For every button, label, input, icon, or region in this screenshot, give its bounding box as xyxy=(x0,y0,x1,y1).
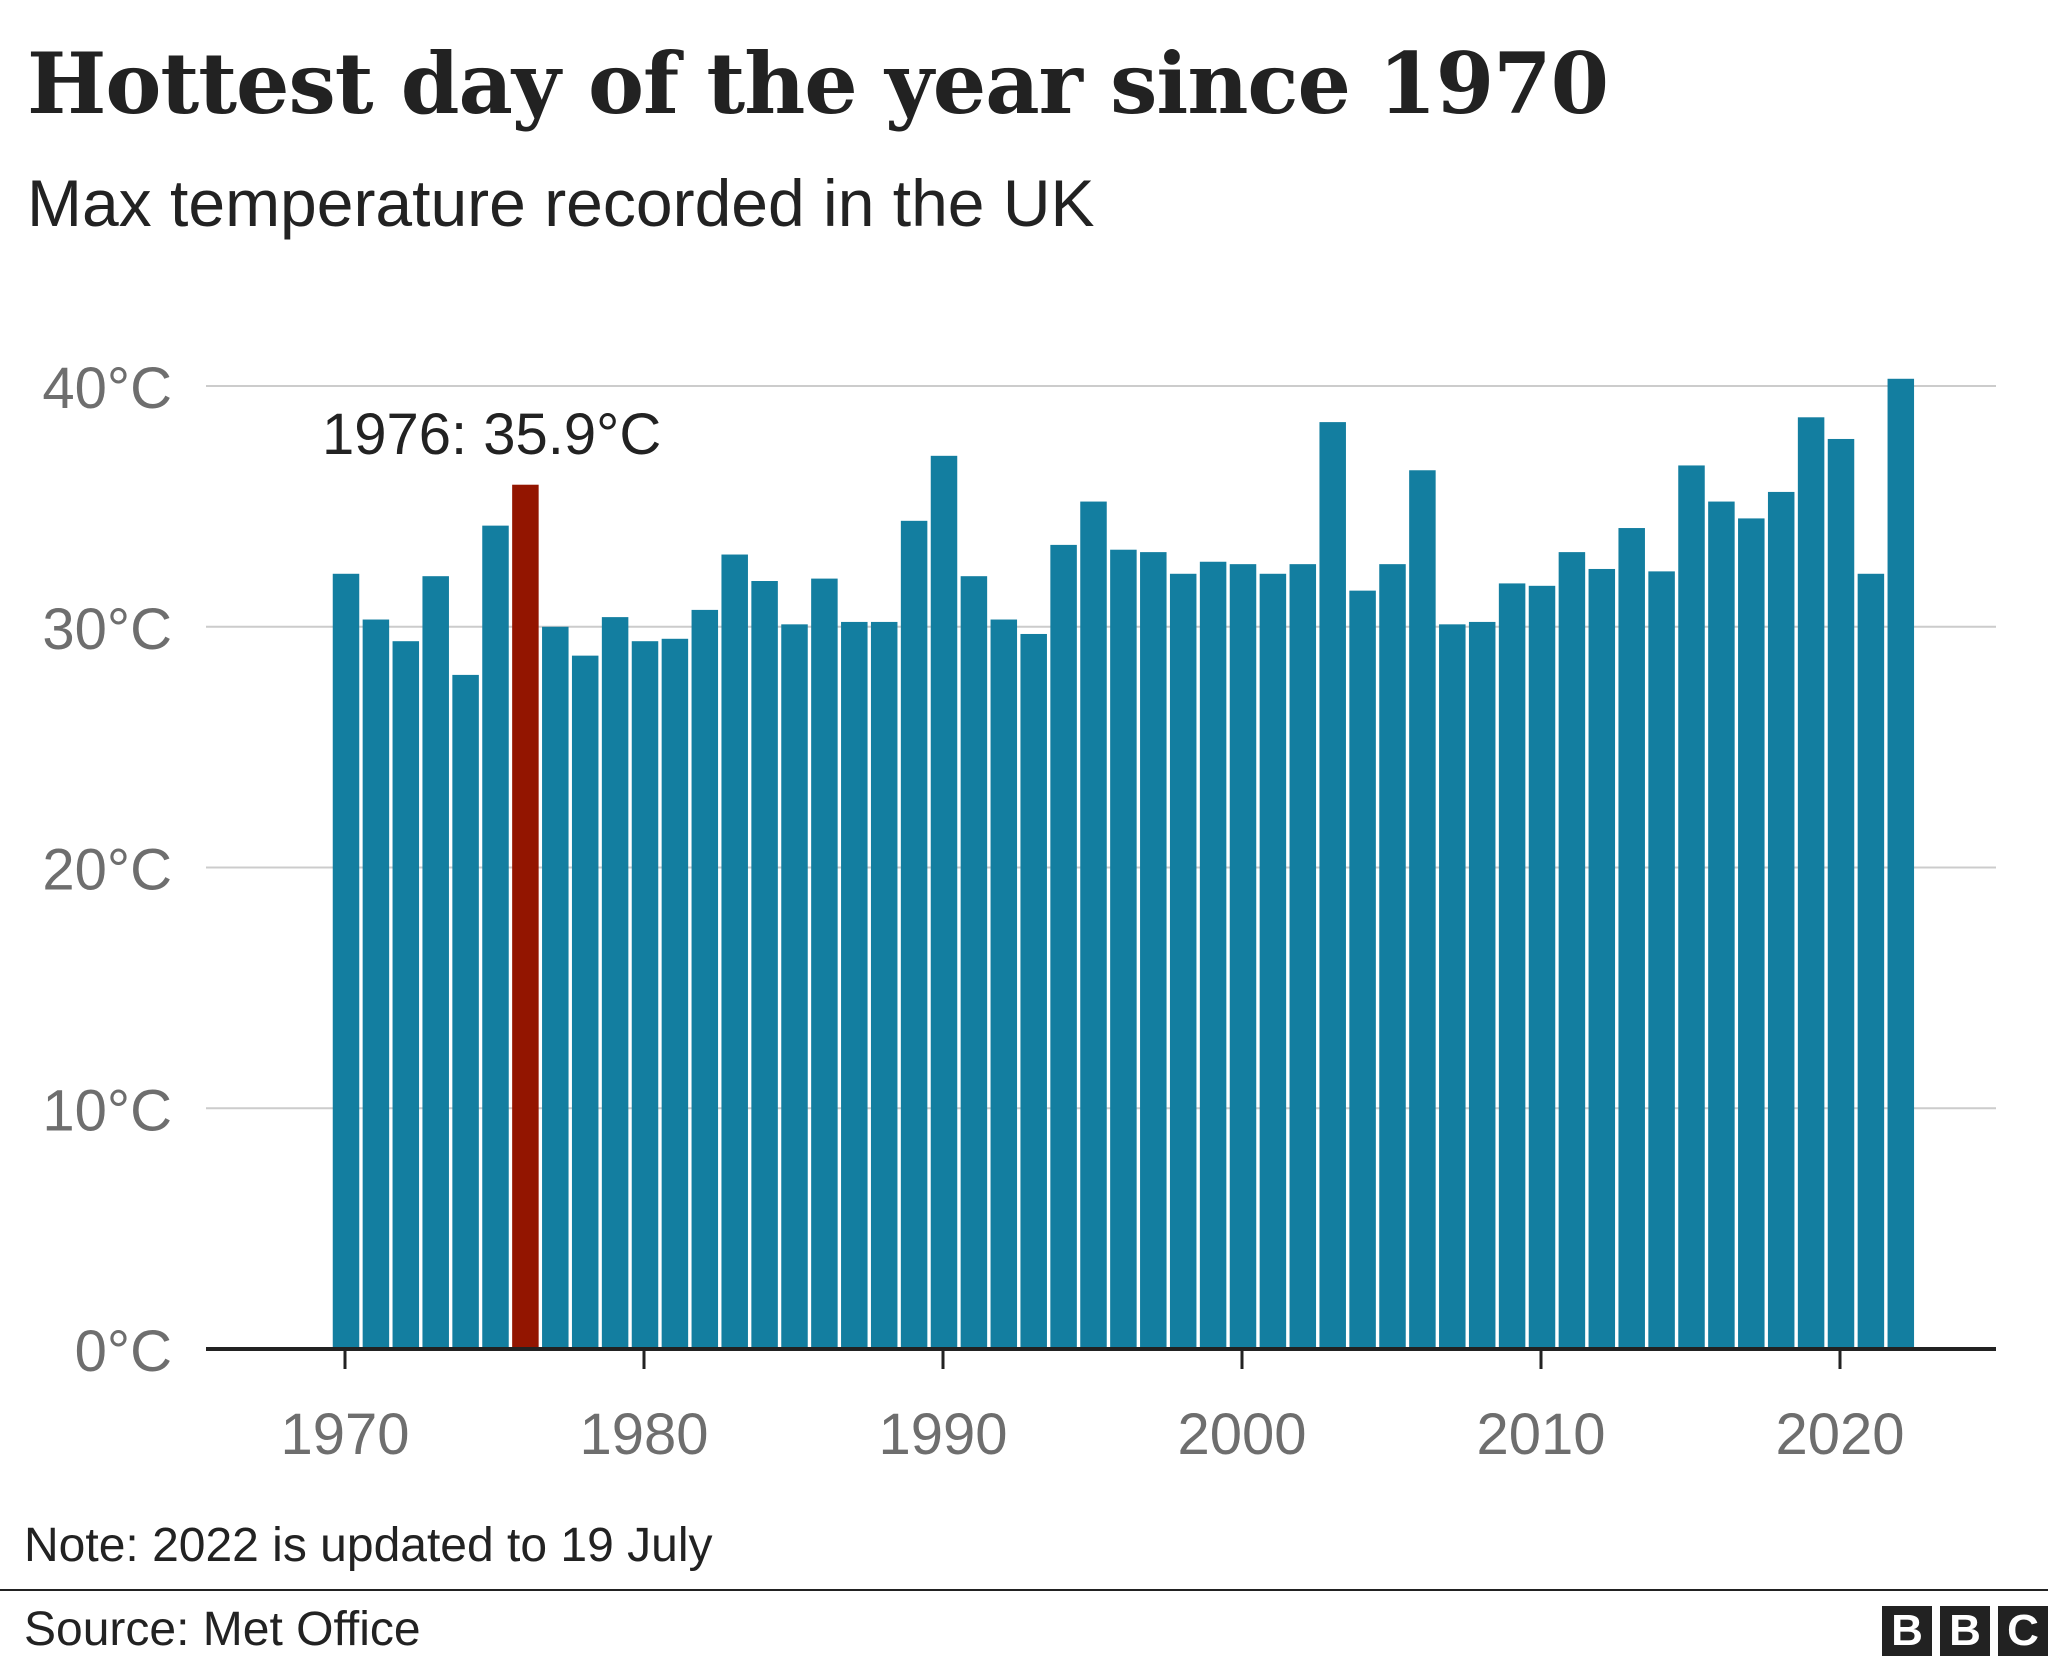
bar xyxy=(1797,417,1825,1349)
bar xyxy=(930,455,958,1349)
bar xyxy=(571,655,599,1349)
highlight-label: 1976: 35.9°C xyxy=(322,402,661,467)
bar xyxy=(392,641,420,1349)
bar xyxy=(1259,573,1287,1349)
bar xyxy=(601,617,629,1349)
bar xyxy=(751,581,778,1349)
bbc-logo: B B C xyxy=(1882,1606,2048,1656)
bar-highlight xyxy=(512,484,539,1350)
bar xyxy=(1767,491,1795,1349)
bar xyxy=(1379,564,1406,1349)
bars xyxy=(332,378,1915,1350)
bar xyxy=(661,638,689,1349)
bar xyxy=(332,573,360,1349)
bar xyxy=(811,578,838,1349)
chart-subtitle: Max temperature recorded in the UK xyxy=(27,166,1095,240)
y-tick-label: 30°C xyxy=(42,597,172,662)
bar xyxy=(1827,438,1855,1350)
x-tick-label: 1980 xyxy=(579,1402,708,1467)
bar xyxy=(1857,573,1885,1349)
bar xyxy=(362,619,390,1349)
y-tick-label: 20°C xyxy=(42,838,172,903)
footer-divider xyxy=(0,1589,2048,1591)
bar-chart: 0°C 10°C 20°C 30°C 40°C 1970 1980 1990 2000 2010 2… xyxy=(42,356,1996,1467)
annotations: 1976: 35.9°C xyxy=(322,402,661,467)
bbc-logo-letter-2: B xyxy=(1940,1606,1990,1656)
bar xyxy=(1558,552,1586,1349)
chart-source: Source: Met Office xyxy=(24,1603,421,1656)
bar xyxy=(1887,378,1915,1349)
y-tick-label: 0°C xyxy=(75,1319,172,1384)
bar xyxy=(781,624,808,1349)
bar xyxy=(631,641,659,1349)
x-tick-label: 1970 xyxy=(280,1402,409,1467)
bar xyxy=(1169,573,1197,1349)
bar xyxy=(1140,552,1167,1349)
bar xyxy=(691,609,719,1349)
y-tick-label: 40°C xyxy=(42,356,172,421)
bar xyxy=(1349,590,1376,1349)
chart-title: Hottest day of the year since 1970 xyxy=(27,34,1609,133)
bar xyxy=(1080,501,1107,1349)
bar xyxy=(960,576,988,1349)
bar xyxy=(1020,633,1047,1349)
bar xyxy=(1528,585,1556,1349)
bar xyxy=(1648,571,1675,1349)
bar xyxy=(1738,518,1765,1349)
y-tick-label: 10°C xyxy=(42,1078,172,1143)
bar xyxy=(990,619,1018,1349)
bar xyxy=(1498,583,1526,1349)
bar xyxy=(1050,544,1077,1349)
x-tick-label: 2010 xyxy=(1476,1402,1605,1467)
bbc-logo-letter-3: C xyxy=(1998,1606,2048,1656)
bar xyxy=(1319,422,1346,1349)
bar xyxy=(1229,564,1257,1349)
bar xyxy=(1678,465,1705,1349)
axes: 0°C 10°C 20°C 30°C 40°C 1970 1980 1990 2000 2010 2… xyxy=(42,356,1996,1467)
bbc-logo-letter-1: B xyxy=(1882,1606,1932,1656)
bar xyxy=(1588,568,1616,1349)
x-tick-label: 1990 xyxy=(878,1402,1007,1467)
bar xyxy=(422,576,449,1349)
bar xyxy=(1289,564,1317,1349)
bar xyxy=(482,525,509,1349)
bar xyxy=(1409,470,1436,1349)
bar xyxy=(1199,561,1227,1349)
bar xyxy=(1708,501,1735,1349)
bar xyxy=(900,520,928,1349)
bar xyxy=(870,621,898,1349)
chart-note: Note: 2022 is updated to 19 July xyxy=(24,1519,713,1572)
bar xyxy=(542,626,569,1349)
bar xyxy=(1618,528,1645,1349)
bar xyxy=(841,621,868,1349)
bar xyxy=(1468,621,1496,1349)
x-tick-label: 2020 xyxy=(1775,1402,1904,1467)
bar xyxy=(1439,624,1466,1349)
x-tick-label: 2000 xyxy=(1177,1402,1306,1467)
bar xyxy=(1110,549,1137,1349)
bar xyxy=(721,554,748,1349)
bar xyxy=(452,674,479,1349)
